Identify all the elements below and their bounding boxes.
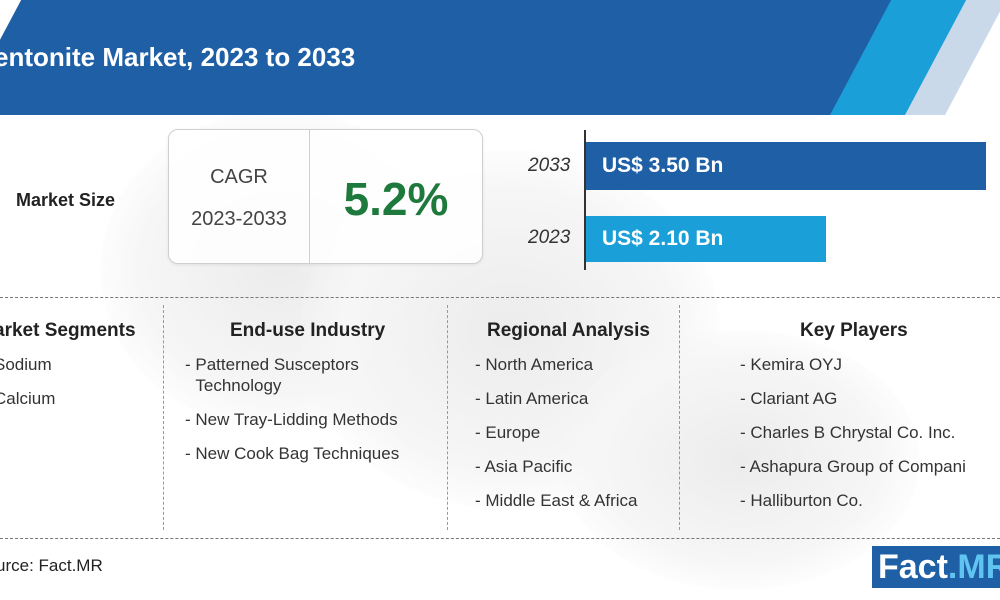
list-item-label: New Tray-Lidding Methods (195, 410, 398, 429)
segment-column-end-use-industry: End-use Industry - Patterned Susceptors … (185, 320, 399, 477)
year-label-2023: 2023 (528, 227, 571, 248)
cagr-period: 2023-2033 (191, 208, 287, 230)
column-divider (163, 305, 164, 530)
bar-value-label-2033: US$ 3.50 Bn (602, 154, 724, 177)
list-item-label: Europe (485, 423, 541, 442)
page-title: entonite Market, 2023 to 2033 (0, 42, 356, 72)
segment-column-key-players: Key Players - Kemira OYJ - Clariant AG -… (740, 320, 1000, 524)
list-item: - Clariant AG (740, 389, 838, 408)
cagr-divider (309, 130, 310, 263)
list-item-label: Ashapura Group of Compani (749, 457, 966, 476)
list-item-label: New Cook Bag Techniques (195, 444, 400, 463)
list-item-label: Latin America (485, 389, 589, 408)
list-item-label: Sodium (0, 355, 52, 374)
bar-2033: US$ 3.50 Bn (586, 142, 986, 190)
list-item-label: Middle East & Africa (485, 491, 638, 510)
list-item: - Asia Pacific (475, 457, 573, 476)
list-item: Sodium (0, 354, 136, 375)
cagr-value: 5.2% (343, 173, 449, 225)
background-texture-right (560, 330, 920, 590)
column-heading: Regional Analysis (487, 320, 650, 341)
list-item: - Middle East & Africa (475, 491, 638, 510)
list-item: - Europe (475, 423, 541, 442)
market-size-label: Market Size (16, 190, 116, 210)
source-note: urce: Fact.MR (0, 556, 103, 575)
bar-chart-axis (584, 130, 586, 270)
segment-column-market-segments: arket Segments Sodium Calcium (0, 320, 136, 422)
list-item: - Halliburton Co. (740, 491, 863, 510)
column-divider (447, 305, 448, 530)
column-heading: Key Players (800, 320, 908, 341)
list-item-label: Clariant AG (750, 389, 838, 408)
logo-text-fact: Fact (878, 547, 948, 586)
segments-top-border (0, 297, 1000, 298)
bar-2023: US$ 2.10 Bn (586, 216, 826, 262)
factmr-logo: Fact .MR (872, 546, 1000, 588)
logo-text-mr: .MR (947, 547, 1000, 586)
list-item-label: Charles B Chrystal Co. Inc. (750, 423, 956, 442)
list-item-label: North America (485, 355, 594, 374)
list-item: Calcium (0, 388, 136, 409)
segments-bottom-border (0, 538, 1000, 539)
list-item: - Charles B Chrystal Co. Inc. (740, 423, 956, 442)
column-divider (679, 305, 680, 530)
list-item-label: Halliburton Co. (750, 491, 863, 510)
list-item: - Patterned Susceptors Technology (185, 354, 399, 396)
list-item-label: Patterned Susceptors Technology (195, 355, 359, 395)
segment-column-regional-analysis: Regional Analysis - North America - Lati… (475, 320, 650, 524)
header-banner: entonite Market, 2023 to 2033 (0, 0, 1000, 115)
year-label-2033: 2033 (528, 155, 571, 176)
list-item-label: Calcium (0, 389, 56, 408)
cagr-box: CAGR 2023-2033 5.2% (168, 129, 483, 264)
list-item: - Ashapura Group of Compani (740, 457, 966, 476)
list-item: - Latin America (475, 389, 589, 408)
list-item: - New Cook Bag Techniques (185, 444, 400, 463)
cagr-label: CAGR (210, 166, 268, 188)
list-item-label: Asia Pacific (484, 457, 573, 476)
list-item: - New Tray-Lidding Methods (185, 410, 398, 429)
column-heading: arket Segments (0, 320, 136, 341)
column-heading: End-use Industry (230, 320, 386, 341)
list-item: - North America (475, 355, 594, 374)
bar-value-label-2023: US$ 2.10 Bn (602, 227, 724, 250)
list-item: - Kemira OYJ (740, 355, 843, 374)
list-item-label: Kemira OYJ (750, 355, 843, 374)
